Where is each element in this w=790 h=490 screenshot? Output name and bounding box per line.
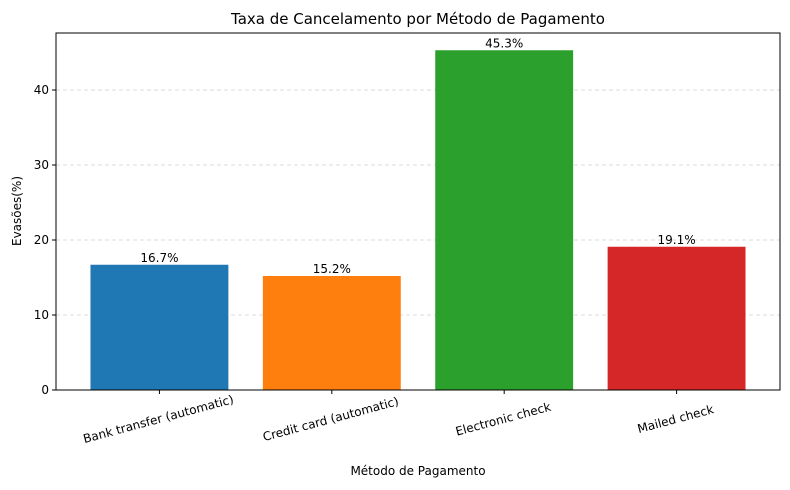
x-axis-label: Método de Pagamento <box>350 464 485 478</box>
data-labels: 16.7% 15.2% 45.3% 19.1% <box>140 36 695 276</box>
bars <box>90 50 746 390</box>
bar-value-label: 15.2% <box>313 262 351 276</box>
bar-value-label: 19.1% <box>658 233 696 247</box>
plot-frame <box>55 32 781 391</box>
bar-value-label: 45.3% <box>485 36 523 50</box>
chart-title: Taxa de Cancelamento por Método de Pagam… <box>230 10 605 28</box>
bar-value-label: 16.7% <box>140 251 178 265</box>
y-tick-label: 20 <box>34 233 49 247</box>
y-axis-ticks: 0 10 20 30 40 <box>34 83 56 397</box>
y-tick-label: 10 <box>34 308 49 322</box>
y-tick-label: 40 <box>34 83 49 97</box>
bar <box>607 246 746 390</box>
x-tick-label: Mailed check <box>636 402 715 436</box>
bar <box>90 264 229 390</box>
x-tick-label: Bank transfer (automatic) <box>82 392 236 446</box>
bar <box>435 50 574 390</box>
x-axis-ticks: Bank transfer (automatic) Credit card (au… <box>82 390 715 446</box>
bar <box>262 276 401 390</box>
x-tick-label: Electronic check <box>454 400 552 439</box>
y-tick-label: 0 <box>41 383 49 397</box>
x-tick-label: Credit card (automatic) <box>261 394 400 444</box>
y-axis-label: Evasões(%) <box>10 176 24 246</box>
y-tick-label: 30 <box>34 158 49 172</box>
